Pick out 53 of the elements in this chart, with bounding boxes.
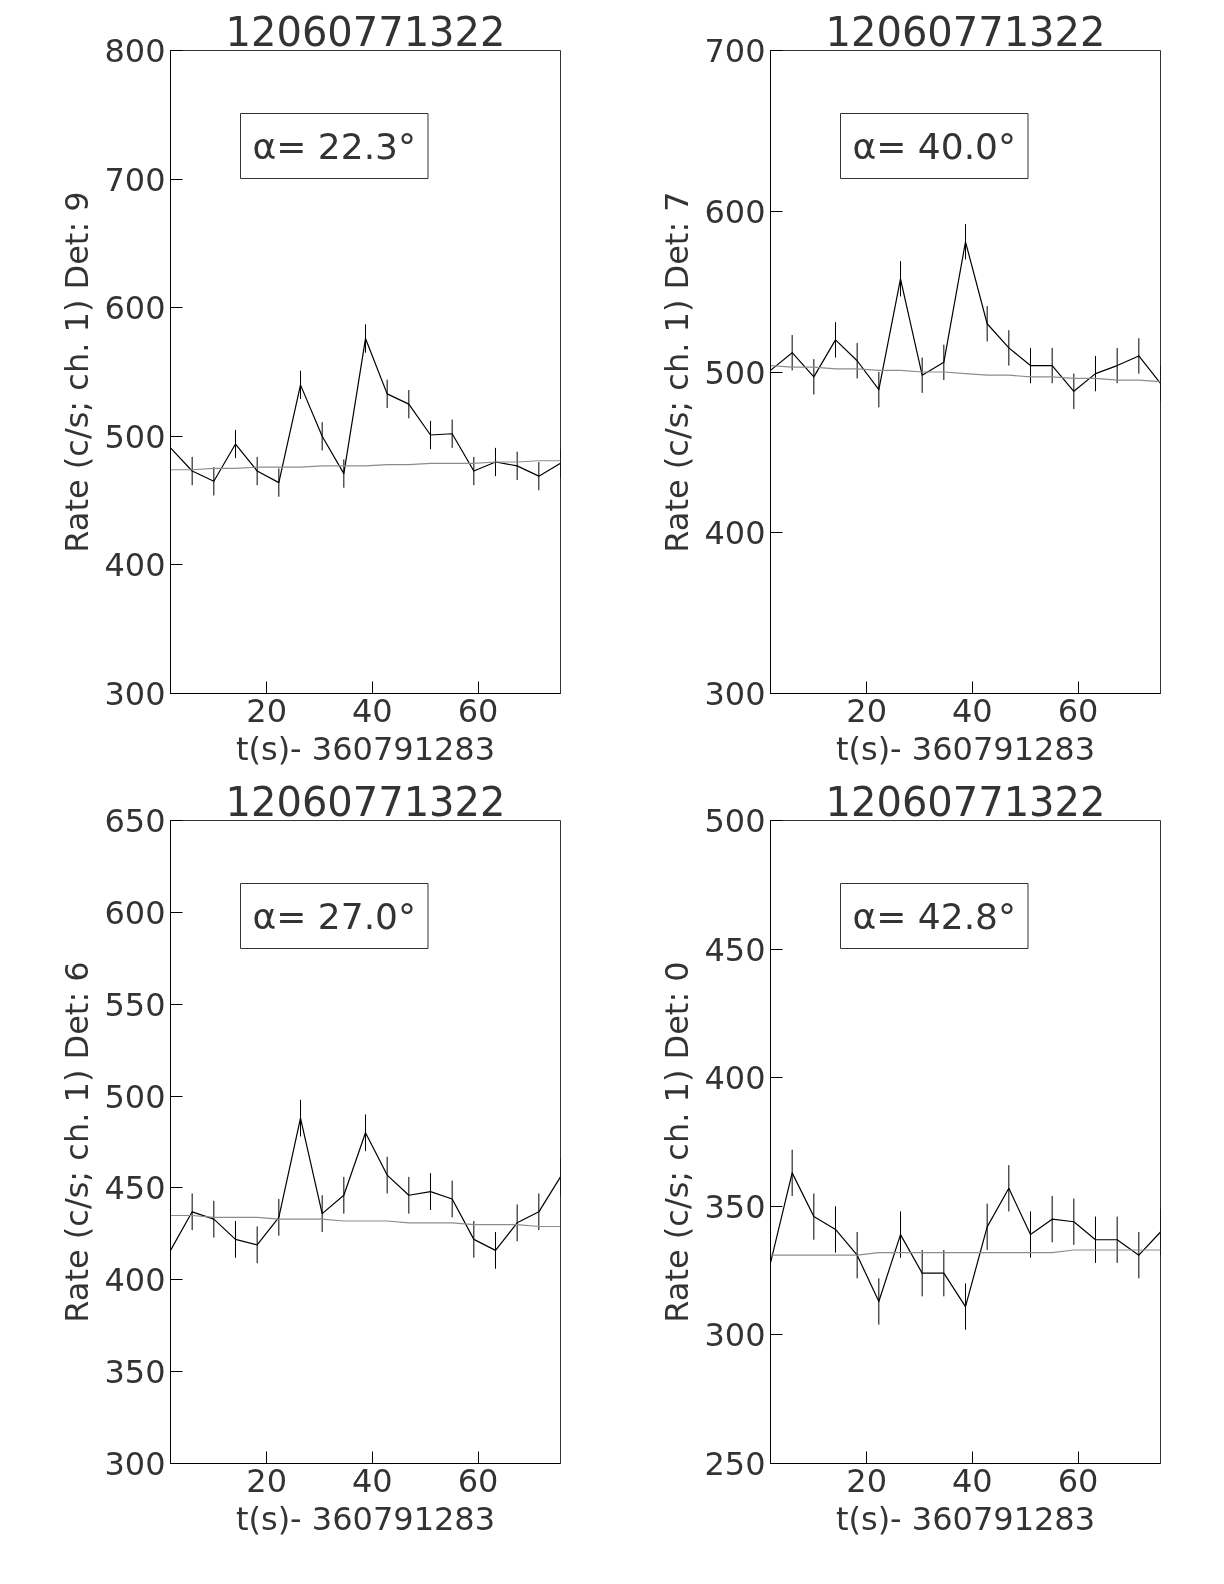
y-tick-label: 400	[704, 1059, 766, 1098]
y-axis-title: Rate (c/s; ch. 1) Det: 7	[658, 191, 697, 553]
y-tick-label: 350	[704, 1187, 766, 1226]
annotation: α= 22.3°	[252, 125, 416, 167]
y-tick-label: 600	[104, 893, 166, 932]
x-axis-title: t(s)- 360791283	[835, 729, 1096, 768]
y-tick-label: 400	[104, 1261, 166, 1300]
y-tick-label: 800	[104, 32, 166, 70]
x-axis-title: t(s)- 360791283	[235, 1499, 496, 1538]
y-tick-label: 500	[104, 1077, 166, 1116]
y-tick-label: 400	[104, 546, 166, 585]
chart-title: 12060771322	[825, 8, 1106, 55]
y-axis-title: Rate (c/s; ch. 1) Det: 9	[58, 191, 97, 553]
chart-title: 12060771322	[825, 778, 1106, 825]
annotation: α= 42.8°	[852, 895, 1016, 937]
x-tick-label: 40	[352, 1461, 393, 1500]
chart-title: 12060771322	[225, 8, 506, 55]
y-tick-label: 600	[104, 289, 166, 328]
y-tick-label: 600	[704, 192, 766, 231]
y-tick-label: 400	[704, 514, 766, 553]
y-tick-label: 300	[104, 675, 166, 713]
x-tick-label: 60	[457, 1461, 499, 1500]
chart-title: 12060771322	[225, 778, 506, 825]
y-tick-label: 300	[104, 1445, 166, 1483]
y-tick-label: 500	[704, 353, 766, 392]
y-tick-label: 500	[104, 417, 166, 456]
y-tick-label: 700	[104, 160, 166, 199]
y-axis-title: Rate (c/s; ch. 1) Det: 6	[58, 961, 97, 1323]
x-tick-label: 20	[246, 1461, 288, 1500]
y-tick-label: 650	[104, 802, 166, 840]
annotation: α= 40.0°	[852, 125, 1016, 167]
x-tick-label: 20	[846, 691, 888, 730]
x-tick-label: 40	[352, 691, 393, 730]
annotation: α= 27.0°	[252, 895, 416, 937]
x-tick-label: 40	[952, 1461, 993, 1500]
y-tick-label: 350	[104, 1353, 166, 1392]
y-axis-title: Rate (c/s; ch. 1) Det: 0	[658, 961, 697, 1323]
x-axis-title: t(s)- 360791283	[835, 1499, 1096, 1538]
x-tick-label: 60	[1057, 691, 1099, 730]
y-tick-label: 250	[704, 1445, 766, 1483]
y-tick-label: 500	[704, 802, 766, 840]
x-tick-label: 40	[952, 691, 993, 730]
y-tick-label: 300	[704, 1316, 766, 1355]
y-tick-label: 300	[704, 675, 766, 713]
x-tick-label: 20	[846, 1461, 888, 1500]
y-tick-label: 550	[104, 985, 166, 1024]
x-tick-label: 60	[1057, 1461, 1099, 1500]
y-tick-label: 450	[704, 930, 766, 969]
x-tick-label: 20	[246, 691, 288, 730]
y-tick-label: 450	[104, 1169, 166, 1208]
y-tick-label: 700	[704, 32, 766, 70]
x-tick-label: 60	[457, 691, 499, 730]
x-axis-title: t(s)- 360791283	[235, 729, 496, 768]
